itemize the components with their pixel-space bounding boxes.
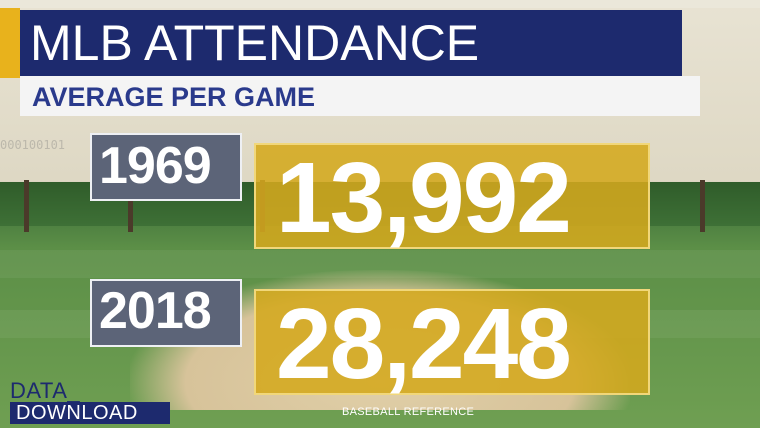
attendance-value-1969: 13,992	[276, 142, 572, 254]
fence-post	[700, 180, 705, 232]
value-box-2018	[254, 289, 650, 395]
fence-post	[128, 180, 133, 232]
gold-accent-bar	[0, 8, 20, 78]
attendance-value-2018: 28,248	[276, 288, 572, 400]
year-label-1969: 1969	[99, 137, 212, 195]
fence-post	[24, 180, 29, 232]
year-box-1969	[90, 133, 242, 201]
background-binary-texture: 000100101	[0, 138, 66, 152]
brand-logo-bar	[10, 402, 170, 424]
title-bar	[20, 10, 682, 76]
source-credit: BASEBALL REFERENCE	[342, 406, 475, 418]
value-box-1969	[254, 143, 650, 249]
year-box-2018	[90, 279, 242, 347]
year-label-2018: 2018	[99, 282, 212, 340]
brand-logo-download: DOWNLOAD	[16, 402, 138, 424]
top-band	[0, 0, 760, 8]
page-title: MLB ATTENDANCE	[30, 15, 480, 71]
brand-logo-data: DATA_	[10, 378, 81, 403]
subtitle-bar	[20, 76, 700, 116]
page-subtitle: AVERAGE PER GAME	[32, 82, 316, 112]
